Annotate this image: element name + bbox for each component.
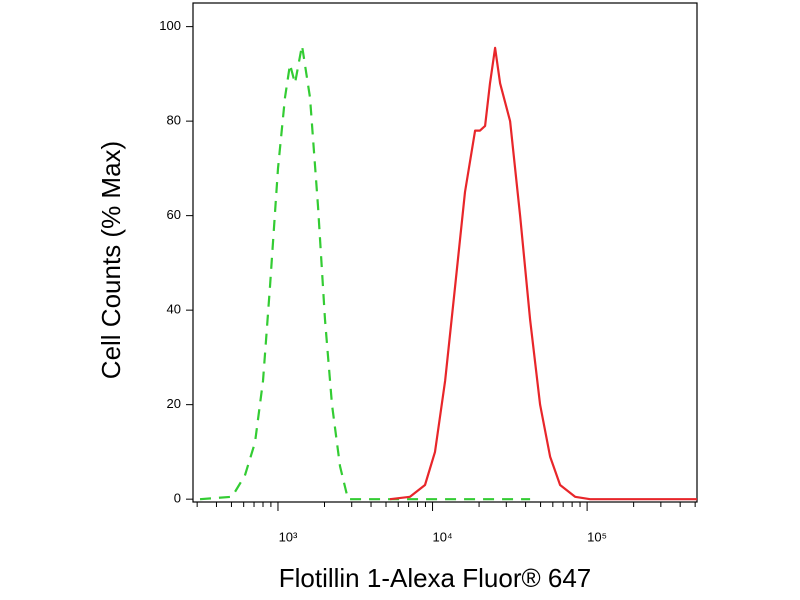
y-tick-label: 80 — [167, 113, 181, 128]
histogram-line — [389, 46, 697, 501]
y-tick-label: 40 — [167, 302, 181, 317]
x-tick-label: 10³ — [279, 529, 298, 544]
y-tick-label: 20 — [167, 396, 181, 411]
x-axis-label: Flotillin 1-Alexa Fluor® 647 — [279, 563, 592, 593]
x-tick-label: 10⁵ — [587, 529, 607, 544]
x-tick-label: 10⁴ — [433, 529, 453, 544]
y-axis-label: Cell Counts (% Max) — [96, 141, 126, 379]
y-tick-label: 60 — [167, 207, 181, 222]
y-tick-label: 100 — [159, 18, 181, 33]
plot-frame — [192, 2, 698, 503]
y-tick-label: 0 — [174, 491, 181, 506]
histogram-line — [199, 44, 531, 501]
